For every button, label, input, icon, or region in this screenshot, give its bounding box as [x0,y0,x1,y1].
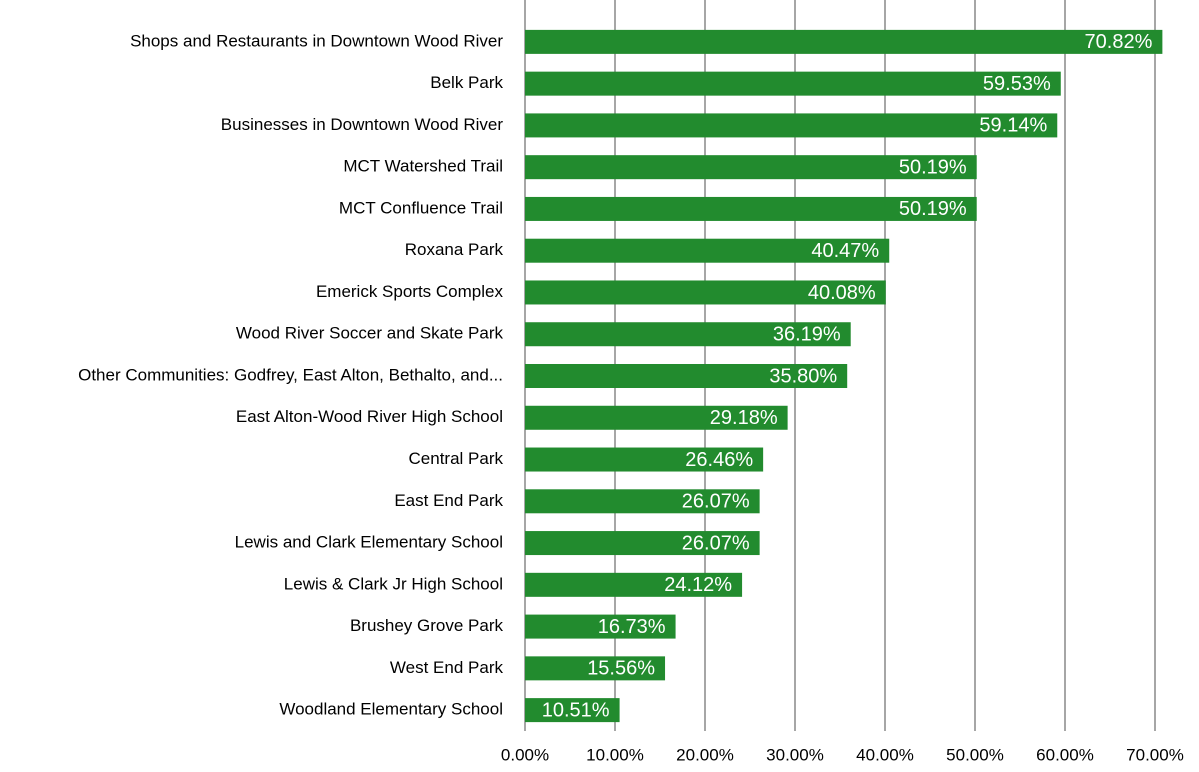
bar [525,698,620,723]
y-tick-label: Woodland Elementary School [279,700,503,719]
y-tick-label: Lewis & Clark Jr High School [284,574,503,593]
y-tick-label: Central Park [409,449,504,468]
value-label: 16.73% [598,616,666,638]
y-tick-label: Brushey Grove Park [350,616,504,635]
bar [525,196,977,221]
value-label: 29.18% [710,407,778,429]
value-label: 35.80% [769,365,837,387]
value-label: 40.08% [808,282,876,304]
value-label: 26.46% [685,449,753,471]
x-tick-label: 50.00% [946,745,1004,764]
bar [525,656,666,681]
bar [525,614,676,639]
value-label: 36.19% [773,324,841,346]
value-label: 24.12% [664,574,732,596]
value-label: 26.07% [682,532,750,554]
y-tick-label: Belk Park [430,73,503,92]
bar [525,531,760,556]
x-tick-label: 0.00% [501,745,549,764]
y-tick-label: Roxana Park [405,240,504,259]
value-label: 50.19% [899,198,967,220]
y-tick-label: West End Park [390,658,504,677]
value-label: 59.53% [983,73,1051,95]
value-label: 40.47% [811,240,879,262]
y-tick-label: East Alton-Wood River High School [236,407,503,426]
bar [525,489,760,514]
bar [525,364,848,388]
value-label: 50.19% [899,156,967,178]
y-tick-label: MCT Watershed Trail [343,157,503,176]
y-tick-label: Shops and Restaurants in Downtown Wood R… [130,31,503,50]
x-tick-label: 60.00% [1036,745,1094,764]
bar [525,280,886,305]
value-label: 10.51% [542,699,610,721]
bar [525,322,851,347]
value-label: 26.07% [682,491,750,513]
bar [525,238,890,263]
bar [525,155,977,180]
x-tick-label: 40.00% [856,745,914,764]
bar [525,113,1058,138]
x-tick-label: 20.00% [676,745,734,764]
value-label: 15.56% [587,658,655,680]
bar [525,71,1061,96]
x-tick-label: 30.00% [766,745,824,764]
bar [525,572,743,597]
value-label: 59.14% [979,115,1047,137]
y-tick-label: MCT Confluence Trail [339,198,503,217]
value-label: 70.82% [1085,31,1153,53]
y-tick-label: Other Communities: Godfrey, East Alton, … [78,365,503,384]
y-tick-label: Lewis and Clark Elementary School [235,533,503,552]
bar [525,29,1163,54]
x-tick-label: 70.00% [1126,745,1184,764]
x-tick-label: 10.00% [586,745,644,764]
y-tick-label: Wood River Soccer and Skate Park [236,324,504,343]
y-tick-label: Emerick Sports Complex [316,282,504,301]
y-tick-label: East End Park [394,491,503,510]
bar [525,447,764,472]
bar [525,405,788,430]
y-tick-label: Businesses in Downtown Wood River [221,115,504,134]
